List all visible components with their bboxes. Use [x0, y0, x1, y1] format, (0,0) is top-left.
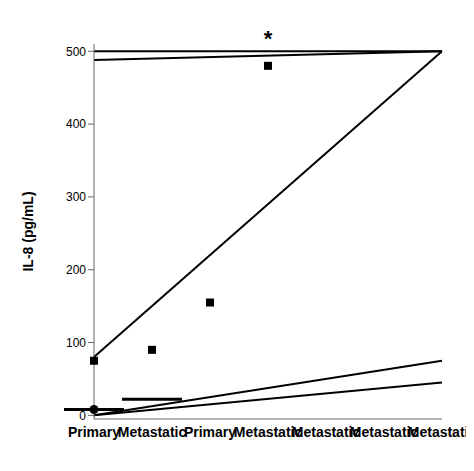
svg-text:200: 200	[66, 263, 86, 277]
svg-text:400: 400	[66, 117, 86, 131]
svg-text:IL-8 (pg/mL): IL-8 (pg/mL)	[20, 191, 36, 271]
svg-text:*: *	[264, 26, 273, 51]
svg-text:Primary: Primary	[68, 424, 120, 440]
svg-text:Metastatic: Metastatic	[291, 423, 361, 440]
svg-text:Metastatic: Metastatic	[408, 424, 466, 440]
svg-text:500: 500	[66, 45, 86, 59]
svg-text:100: 100	[66, 336, 86, 350]
svg-text:Metastatic: Metastatic	[233, 423, 303, 440]
svg-text:300: 300	[66, 190, 86, 204]
svg-text:Primary: Primary	[184, 424, 236, 440]
svg-text:0: 0	[79, 409, 86, 423]
svg-text:Metastatic: Metastatic	[118, 424, 187, 440]
